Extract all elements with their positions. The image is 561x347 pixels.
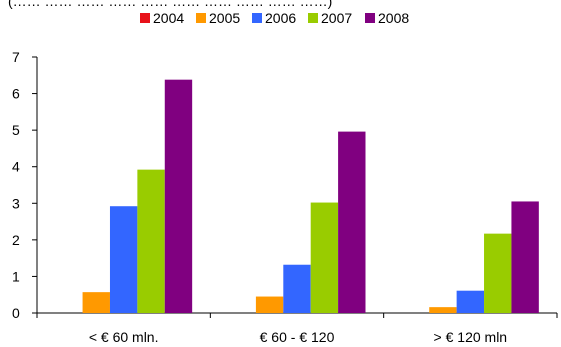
x-tick-label: € 60 - € 120 [260,329,335,345]
bar-2005-3 [429,307,457,313]
legend-swatch-2004 [140,13,150,23]
legend-swatch-2005 [196,13,206,23]
x-tick-label: < € 60 mln. [89,329,159,345]
x-tick-label: > € 120 mln [434,329,508,345]
y-tick-label: 2 [12,232,20,248]
bar-2006-2 [283,264,311,313]
legend-label-2007: 2007 [321,10,352,26]
y-axis: 0 1 2 3 4 5 6 7 [12,49,38,321]
y-tick-label: 3 [12,195,20,211]
y-tick-label: 7 [12,49,20,65]
y-tick-label: 0 [12,305,20,321]
y-tick-label: 1 [12,268,20,284]
legend-label-2006: 2006 [265,10,296,26]
legend-swatch-2008 [365,13,375,23]
bar-2006-1 [109,206,138,313]
y-tick-label: 4 [12,159,20,175]
x-axis: < € 60 mln. € 60 - € 120 > € 120 mln [36,312,558,345]
y-tick-label: 6 [12,86,20,102]
legend: 2004 2005 2006 2007 2008 [140,10,409,26]
bar-2006-3 [456,290,485,313]
bar-2007-1 [137,169,165,313]
legend-swatch-2007 [308,13,318,23]
bar-2008-3 [511,201,539,313]
legend-label-2005: 2005 [209,10,240,26]
bar-2005-2 [255,296,284,313]
plot-area [82,79,539,313]
legend-label-2008: 2008 [378,10,409,26]
legend-swatch-2006 [252,13,262,23]
chart-title: (…… …… …… …… …… …… …… …… …… ……) [8,0,332,9]
bar-2005-1 [82,292,110,313]
legend-label-2004: 2004 [153,10,184,26]
bar-2008-2 [338,131,366,313]
bar-2007-3 [484,233,512,313]
bar-2008-1 [164,79,193,313]
y-tick-label: 5 [12,122,20,138]
bar-2007-2 [310,202,339,313]
